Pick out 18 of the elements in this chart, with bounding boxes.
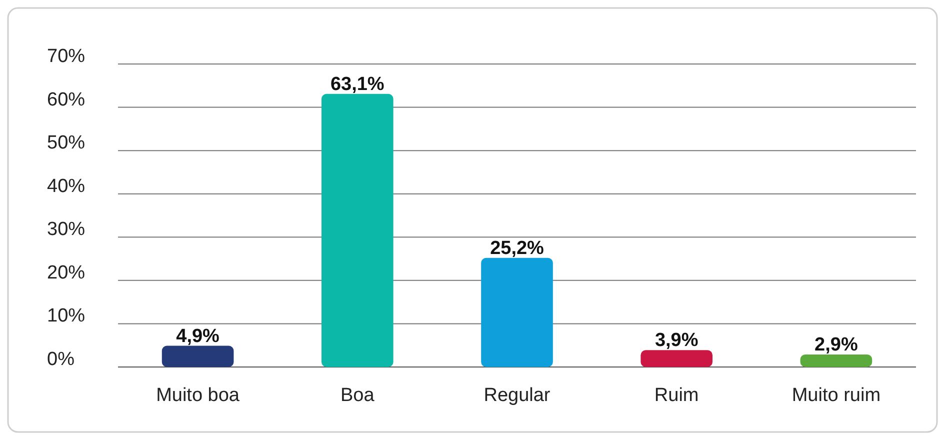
y-tick-label: 40% [47,176,86,197]
x-tick-label: Muito boa [156,385,240,406]
data-label: 4,9% [176,326,220,347]
data-label: 63,1% [330,74,384,95]
data-label: 2,9% [814,334,858,356]
y-tick-label: 10% [47,306,86,327]
y-tick-label: 60% [47,89,86,110]
data-label: 3,9% [654,330,698,352]
y-tick-label: 70% [47,46,86,67]
x-tick-label: Muito ruim [792,385,881,406]
x-tick-label: Boa [340,385,375,406]
x-tick-label: Ruim [654,385,699,406]
y-tick-label: 0% [47,349,75,370]
data-label: 25,2% [490,238,544,259]
y-tick-label: 30% [47,219,86,240]
y-tick-label: 20% [47,262,86,284]
x-tick-label: Regular [484,385,551,406]
y-tick-label: 50% [47,132,86,154]
